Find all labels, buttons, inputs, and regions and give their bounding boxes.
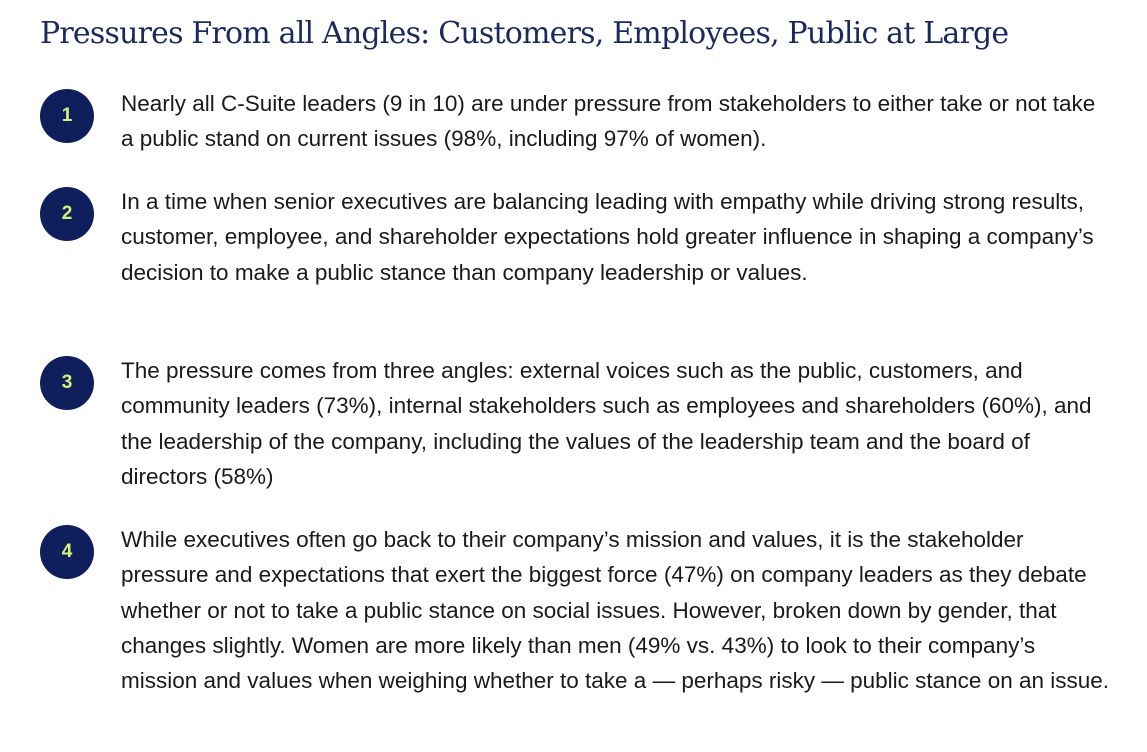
number-badge: 1 (40, 89, 94, 143)
number-badge: 4 (40, 525, 94, 579)
number-badge: 2 (40, 187, 94, 241)
item-text: While executives often go back to their … (121, 527, 1110, 694)
number-badge: 3 (40, 356, 94, 410)
item-text: In a time when senior executives are bal… (121, 189, 1094, 285)
page-title: Pressures From all Angles: Customers, Em… (40, 16, 1009, 51)
item-text: The pressure comes from three angles: ex… (121, 358, 1092, 489)
item-text: Nearly all C-Suite leaders (9 in 10) are… (121, 91, 1096, 152)
